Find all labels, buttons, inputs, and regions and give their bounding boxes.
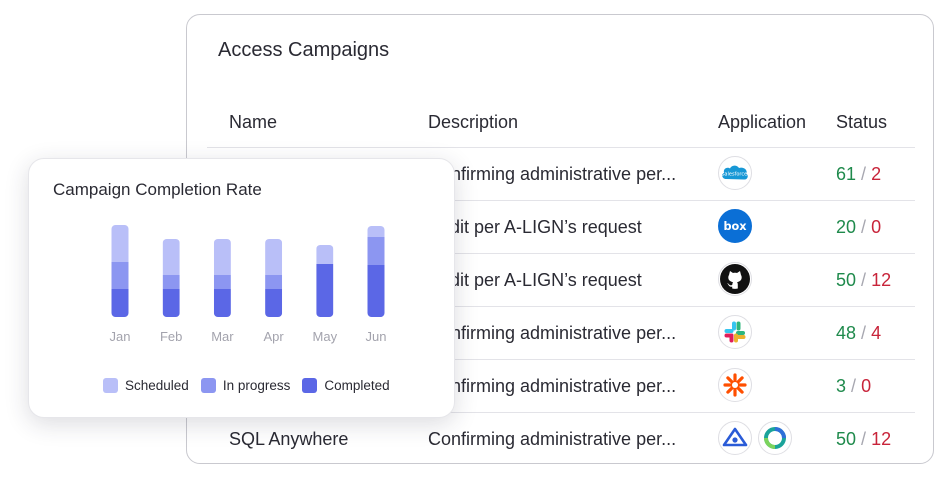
salesforce-icon[interactable]: salesforce [718,156,752,190]
column-header-status[interactable]: Status [836,112,888,132]
bar-segment-in-progress-jun[interactable] [367,237,385,265]
column-header-name[interactable]: Name [229,112,278,132]
campaign-status: 48 / 4 [836,323,881,344]
campaign-description: Confirming administrative per... [428,164,677,184]
bar-segment-scheduled-jan[interactable] [111,225,129,262]
zapier-icon[interactable] [718,368,752,402]
status-separator: / [861,270,867,290]
campaign-name: SQL Anywhere [229,429,349,449]
bar-segment-scheduled-mar[interactable] [213,239,231,275]
legend-item-scheduled[interactable]: Scheduled [103,378,189,393]
bar-segment-in-progress-feb[interactable] [162,275,180,289]
bar-segment-completed-may[interactable] [316,264,334,317]
table-row[interactable]: SQL Anywhere Confirming administrative p… [207,412,915,463]
completed-count: 48 [836,323,857,343]
campaign-status: 20 / 0 [836,217,881,238]
column-header-application[interactable]: Application [718,112,807,132]
status-separator: / [861,429,867,449]
completed-count: 50 [836,270,857,290]
bar-segment-scheduled-apr[interactable] [265,239,283,275]
box-icon[interactable]: box [718,209,752,243]
failed-count: 12 [871,429,892,449]
status-separator: / [851,376,857,396]
bar-segment-completed-jun[interactable] [367,265,385,317]
failed-count: 0 [871,217,882,237]
legend-label-completed: Completed [324,378,390,393]
failed-count: 12 [871,270,892,290]
bar-segment-in-progress-jan[interactable] [111,262,129,289]
bar-segment-scheduled-may[interactable] [316,245,334,264]
x-tick-label-may: May [313,329,338,344]
bar-segment-in-progress-apr[interactable] [265,275,283,289]
campaign-status: 61 / 2 [836,164,881,185]
status-separator: / [861,323,867,343]
column-header-description[interactable]: Description [428,112,519,132]
bar-segment-completed-apr[interactable] [265,289,283,317]
campaign-description: Confirming administrative per... [428,323,677,343]
eye-app-icon[interactable] [718,421,752,455]
campaign-description: Confirming administrative per... [428,376,677,396]
x-tick-label-jan: Jan [110,329,131,344]
x-tick-label-apr: Apr [263,329,284,344]
bar-segment-scheduled-jun[interactable] [367,226,385,237]
completed-count: 61 [836,164,857,184]
campaign-description: Audit per A-LIGN’s request [428,217,642,237]
slack-icon[interactable] [718,315,752,349]
bar-segment-completed-jan[interactable] [111,289,129,317]
campaign-status: 50 / 12 [836,270,891,291]
svg-text:salesforce: salesforce [722,172,747,178]
chart-legend: Scheduled In progress Completed [103,378,390,393]
x-tick-label-feb: Feb [160,329,182,344]
failed-count: 2 [871,164,882,184]
completed-count: 50 [836,429,857,449]
svg-text:box: box [723,220,747,233]
github-icon[interactable] [718,262,752,296]
completed-count: 3 [836,376,847,396]
legend-swatch-in-progress [200,378,216,393]
campaign-status: 3 / 0 [836,376,871,397]
x-tick-label-mar: Mar [211,329,234,344]
legend-label-scheduled: Scheduled [125,378,189,393]
table-row[interactable]: Confirming administrative per... 3 / 0 [207,359,915,413]
ring-app-icon[interactable] [758,421,792,455]
chart-title: Campaign Completion Rate [53,180,262,199]
completed-count: 20 [836,217,857,237]
legend-item-completed[interactable]: Completed [302,378,390,393]
failed-count: 4 [871,323,882,343]
status-separator: / [861,164,867,184]
bar-segment-completed-mar[interactable] [213,289,231,317]
table-row[interactable]: Confirming administrative per... 48 / 4 [207,306,915,360]
bar-segment-completed-feb[interactable] [162,289,180,317]
table-row[interactable]: Audit per A-LIGN’s request box 20 / 0 [207,200,915,254]
table-row[interactable]: Audit per A-LIGN’s request 50 / 12 [207,253,915,307]
table-row[interactable]: Confirming administrative per... salesfo… [207,147,915,201]
x-tick-label-jun: Jun [366,329,387,344]
legend-item-in-progress[interactable]: In progress [200,378,291,393]
legend-label-in-progress: In progress [222,378,291,393]
failed-count: 0 [861,376,872,396]
campaign-description: Confirming administrative per... [428,429,677,449]
bar-segment-in-progress-mar[interactable] [213,275,231,289]
legend-swatch-completed [302,378,318,393]
campaign-status: 50 / 12 [836,429,891,450]
table-title: Access Campaigns [218,39,390,61]
status-separator: / [861,217,867,237]
campaign-description: Audit per A-LIGN’s request [428,270,642,290]
bar-segment-scheduled-feb[interactable] [162,239,180,275]
completion-bar-chart: Jan Feb Mar Apr May Jun [110,225,387,344]
campaign-completion-chart-card: Campaign Completion Rate Jan Feb Mar Apr May… [28,158,455,418]
legend-swatch-scheduled [103,378,118,393]
